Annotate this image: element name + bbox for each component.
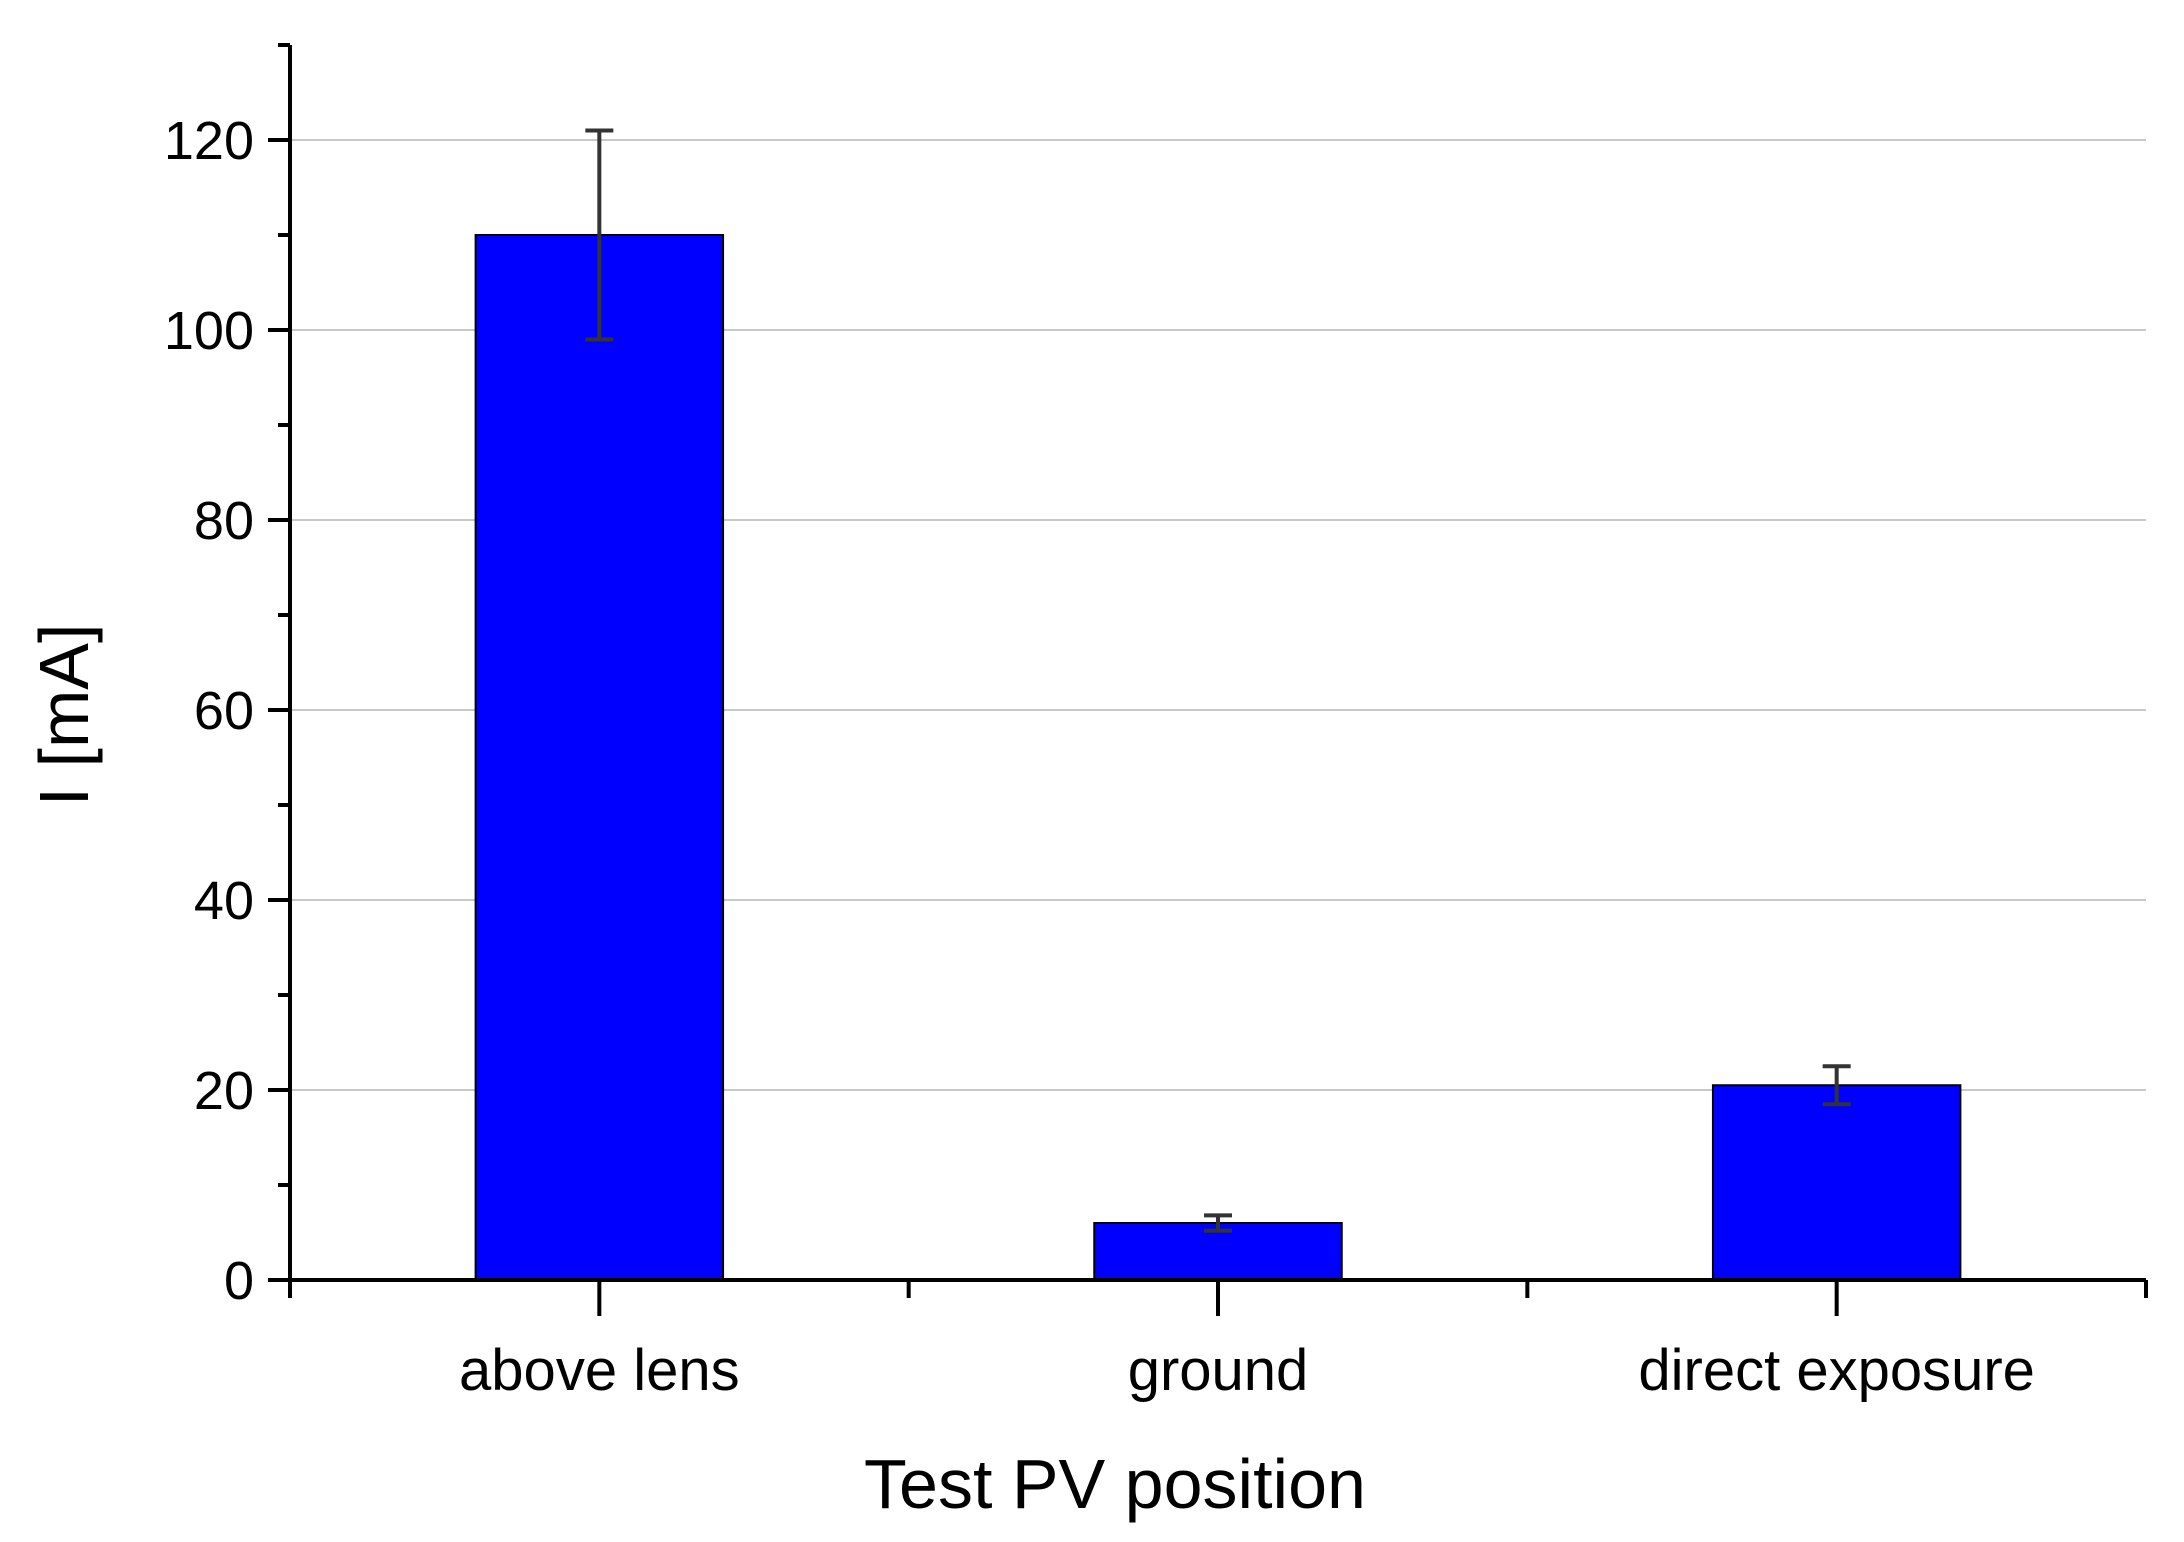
bars [474,234,1962,1281]
x-tick-label-direct-exposure: direct exposure [1638,1338,2035,1403]
x-tick-label-ground: ground [1128,1338,1309,1403]
bar-above-lens [474,234,725,1281]
error-bar-above-lens [585,128,614,342]
y-tick-label-0: 0 [224,1251,254,1311]
error-bars [585,128,1851,1233]
y-tick-label-20: 20 [194,1061,254,1121]
y-tick-label-100: 100 [164,301,254,361]
y-axis-title: I [mA] [25,624,103,807]
axes [268,43,2148,1316]
y-tick-label-80: 80 [194,491,254,551]
bar-direct-exposure [1711,1084,1962,1281]
x-tick-label-above-lens: above lens [459,1338,740,1403]
y-tick-label-120: 120 [164,111,254,171]
y-tick-label-60: 60 [194,681,254,741]
y-tick-label-40: 40 [194,871,254,931]
x-axis-title: Test PV position [864,1445,1366,1523]
y-tick-labels: 0 20 40 60 80 100 120 [164,111,254,1311]
x-tick-labels: above lens ground direct exposure [459,1338,2035,1403]
error-bar-ground [1204,1213,1232,1233]
error-bar-direct-exposure [1822,1064,1851,1107]
